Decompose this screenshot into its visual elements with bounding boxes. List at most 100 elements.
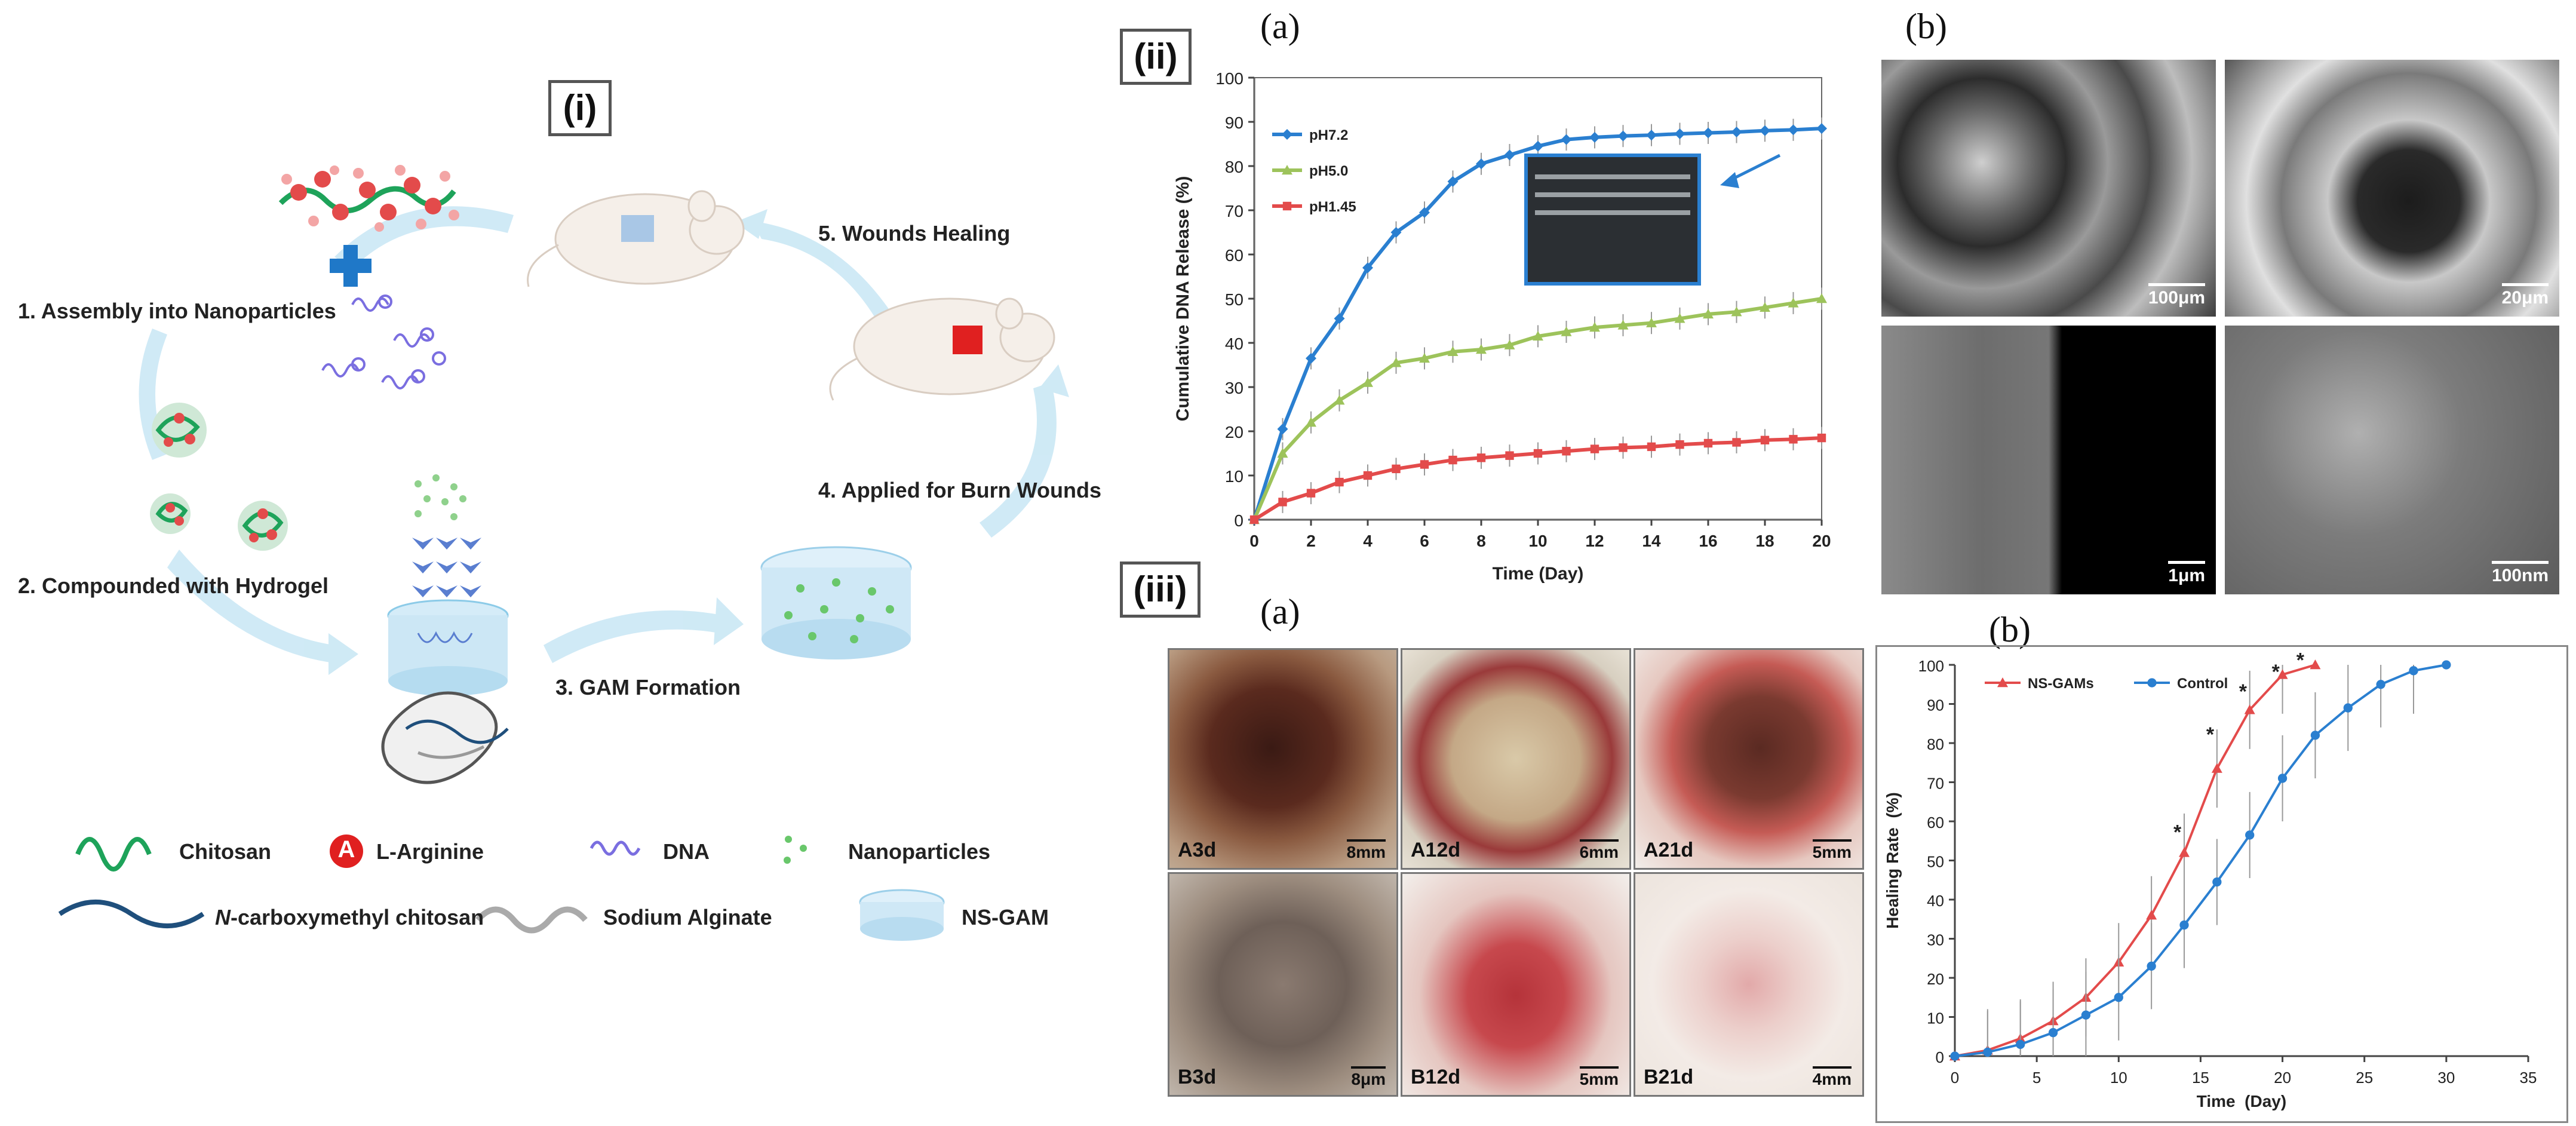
y-tick-label: 100 — [1918, 657, 1944, 675]
data-point-Control — [2442, 660, 2451, 670]
mouse-healed — [527, 190, 745, 287]
data-point-pH7.2 — [1617, 130, 1629, 142]
x-tick-label: 20 — [2274, 1069, 2291, 1087]
data-point-NS-GAMs — [2277, 669, 2288, 679]
data-point-pH1.45 — [1675, 440, 1684, 449]
data-point-pH5.0 — [1646, 317, 1657, 327]
data-point-pH5.0 — [1788, 297, 1799, 308]
x-tick-label: 5 — [2032, 1069, 2041, 1087]
data-point-pH1.45 — [1249, 515, 1259, 524]
significance-asterisk: * — [2272, 661, 2280, 683]
data-point-pH7.2 — [1674, 128, 1685, 139]
y-tick-label: 70 — [1927, 775, 1944, 793]
data-point-pH1.45 — [1789, 435, 1798, 444]
y-tick-label: 70 — [1225, 202, 1244, 220]
step-1-label: 1. Assembly into Nanoparticles — [18, 299, 336, 323]
data-point-pH7.2 — [1589, 131, 1600, 143]
x-axis-label: Time (Day) — [2197, 1092, 2286, 1110]
data-point-pH1.45 — [1476, 453, 1486, 462]
y-tick-label: 30 — [1927, 931, 1944, 949]
data-point-Control — [2409, 666, 2418, 676]
data-point-pH5.0 — [1277, 448, 1288, 458]
data-point-pH1.45 — [1817, 433, 1826, 443]
data-point-pH5.0 — [1561, 326, 1572, 336]
legend-label-pH5.0: pH5.0 — [1309, 163, 1348, 179]
data-point-Control — [2179, 920, 2189, 930]
sem-image-4: 100nm — [2225, 326, 2559, 594]
series-line-NS-GAMs — [1954, 664, 2316, 1057]
significance-asterisk: * — [2296, 649, 2305, 671]
data-point-pH5.0 — [1447, 346, 1459, 356]
y-tick-label: 50 — [1225, 290, 1244, 309]
data-point-pH5.0 — [1306, 417, 1316, 427]
data-point-Control — [2245, 830, 2255, 840]
data-point-pH7.2 — [1277, 424, 1288, 435]
data-point-pH7.2 — [1306, 352, 1316, 364]
healing-rate-chart: 0 10 20 30 40 50 60 70 80 90 100 0 5 10 15 20 25 30 35 Time… — [1875, 645, 2568, 1123]
legend-alginate: Sodium Alginate — [603, 905, 772, 929]
y-tick-label: 40 — [1927, 892, 1944, 910]
panel-iii-tag: (iii) — [1120, 562, 1201, 618]
data-point-pH5.0 — [1617, 320, 1629, 330]
data-point-pH7.2 — [1731, 127, 1742, 138]
data-point-pH1.45 — [1619, 443, 1628, 452]
data-point-pH7.2 — [1760, 125, 1770, 136]
y-tick-label: 20 — [1927, 970, 1944, 988]
x-tick-label: 35 — [2520, 1069, 2537, 1087]
panel-ii-tag: (ii) — [1120, 29, 1192, 85]
x-tick-label: 4 — [1363, 532, 1373, 550]
hydrogel-assembly — [381, 474, 509, 784]
legend-arginine: L-Arginine — [376, 839, 484, 864]
legend-marker-pH1.45 — [1282, 201, 1292, 211]
significance-asterisk: * — [2239, 680, 2248, 703]
x-tick-label: 18 — [1755, 532, 1774, 550]
x-tick-label: 14 — [1642, 532, 1661, 550]
panel-ii-sub-b: (b) — [1905, 7, 1947, 46]
x-tick-label: 16 — [1699, 532, 1717, 550]
y-tick-label: 60 — [1225, 246, 1244, 265]
wound-photo-a12d: A12d 6mm — [1401, 648, 1631, 870]
data-point-Control — [2147, 961, 2156, 971]
data-point-pH5.0 — [1334, 395, 1345, 405]
data-point-pH1.45 — [1278, 498, 1287, 507]
wound-photo-b3d: B3d 8μm — [1168, 872, 1398, 1097]
legend-cmc: N-carboxymethyl chitosan — [215, 905, 484, 929]
data-point-pH5.0 — [1504, 339, 1515, 349]
data-point-Control — [2016, 1039, 2025, 1049]
sem-scale-1: 100μm — [2148, 283, 2205, 308]
y-axis-label: Cumulative DNA Release (%) — [1173, 176, 1193, 422]
data-point-pH7.2 — [1703, 127, 1714, 139]
sem-scale-4: 100nm — [2492, 561, 2549, 586]
y-tick-label: 30 — [1225, 379, 1244, 397]
data-point-pH7.2 — [1533, 140, 1543, 152]
gel-band — [1535, 174, 1690, 179]
data-point-pH5.0 — [1390, 357, 1402, 367]
data-point-pH1.45 — [1760, 435, 1770, 444]
data-point-pH1.45 — [1703, 438, 1713, 448]
x-tick-label: 6 — [1420, 532, 1429, 550]
panel-iii-sub-b: (b) — [1989, 610, 2031, 649]
y-tick-label: 80 — [1927, 735, 1944, 753]
data-point-pH5.0 — [1533, 330, 1543, 341]
x-tick-label: 20 — [1812, 532, 1831, 550]
data-point-Control — [1950, 1051, 1960, 1061]
plus-icon — [330, 245, 371, 287]
y-tick-label: 80 — [1225, 158, 1244, 176]
gel-band — [1535, 210, 1690, 215]
y-tick-label: 10 — [1225, 467, 1244, 486]
data-point-pH1.45 — [1335, 477, 1344, 487]
data-point-pH7.2 — [1476, 158, 1487, 170]
data-point-Control — [2277, 774, 2288, 783]
data-point-pH1.45 — [1732, 438, 1741, 447]
data-point-pH1.45 — [1420, 460, 1429, 469]
panel-iii-sub-a: (a) — [1260, 592, 1300, 631]
x-tick-label: 15 — [2192, 1069, 2209, 1087]
step-2-label: 2. Compounded with Hydrogel — [18, 573, 328, 598]
mouse-burned — [829, 297, 1055, 401]
gel-band — [1535, 192, 1690, 197]
step-5-label: 5. Wounds Healing — [818, 221, 1011, 246]
wound-photo-b21d: B21d 4mm — [1634, 872, 1864, 1097]
y-axis-label: Healing Rate (%) — [1883, 792, 1902, 929]
data-point-pH5.0 — [1674, 313, 1685, 323]
data-point-pH1.45 — [1505, 451, 1514, 460]
